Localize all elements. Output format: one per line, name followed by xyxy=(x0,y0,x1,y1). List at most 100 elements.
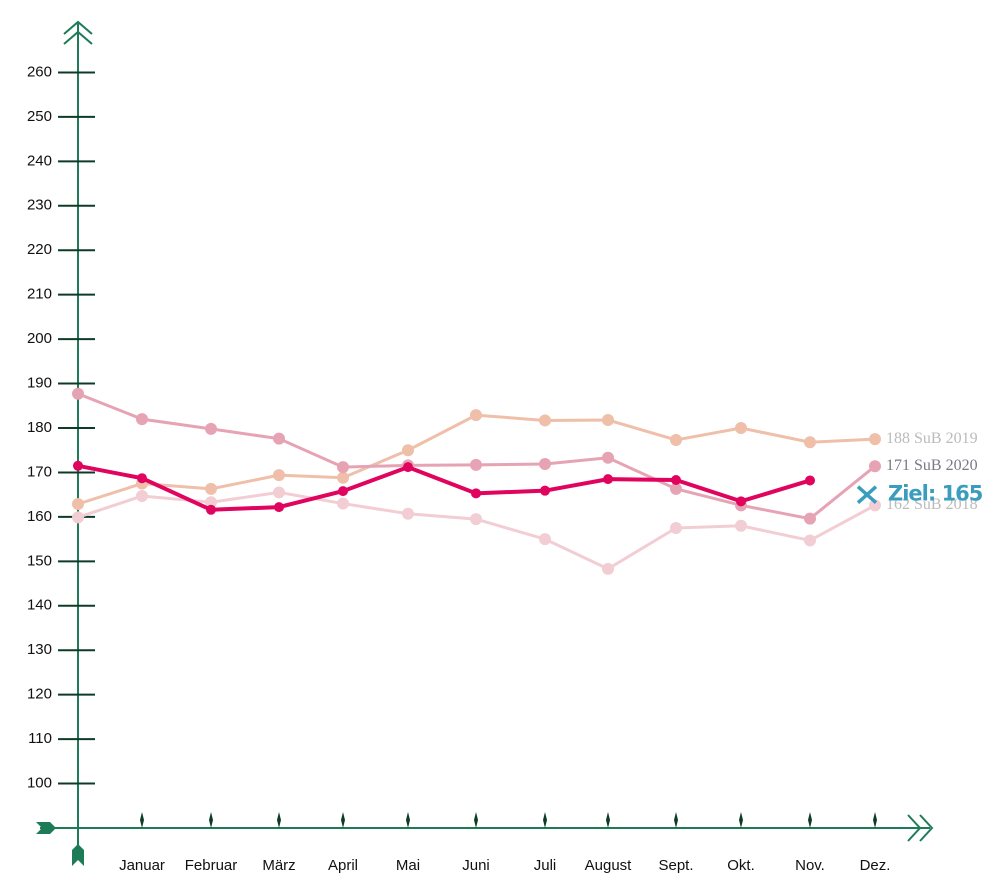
point xyxy=(338,486,348,497)
point xyxy=(72,511,84,524)
x-tick-label: Juli xyxy=(534,857,557,874)
x-tick-label: Okt. xyxy=(727,857,755,874)
point xyxy=(136,413,148,426)
y-start xyxy=(72,844,84,866)
y-arrow xyxy=(63,30,93,45)
y-tick-label: 220 xyxy=(27,241,52,258)
point xyxy=(337,497,349,510)
y-tick-label: 240 xyxy=(27,152,52,169)
point xyxy=(470,513,482,526)
target-mark xyxy=(856,485,878,504)
point xyxy=(205,482,217,495)
point xyxy=(602,414,614,426)
axes xyxy=(36,20,934,866)
series-label: 171 SuB 2020 xyxy=(886,457,978,474)
point xyxy=(804,512,816,525)
x-tick-label: Juni xyxy=(462,857,490,874)
y-arrow xyxy=(63,20,93,35)
x-tick-label: Sept. xyxy=(658,857,693,874)
point xyxy=(273,469,285,482)
y-tick-label: 180 xyxy=(27,419,52,436)
point xyxy=(470,409,482,422)
point xyxy=(337,471,349,484)
point xyxy=(539,458,551,470)
x-tick xyxy=(277,812,281,828)
y-tick-label: 160 xyxy=(27,508,52,525)
y-tick-label: 140 xyxy=(27,597,52,614)
point xyxy=(539,414,551,427)
point xyxy=(403,462,413,473)
x-tick-label: Januar xyxy=(119,857,165,874)
x-tick xyxy=(674,812,678,828)
x-tick xyxy=(140,812,144,828)
series-label: 162 SuB 2018 xyxy=(886,496,978,513)
point xyxy=(735,422,747,434)
point xyxy=(470,458,482,471)
series-line xyxy=(77,463,811,512)
point xyxy=(205,496,217,509)
point xyxy=(274,502,284,513)
point xyxy=(137,473,147,484)
point xyxy=(273,432,285,445)
x-tick xyxy=(606,812,610,828)
x-arrow xyxy=(907,814,922,842)
point xyxy=(471,488,481,499)
point xyxy=(670,434,682,446)
point xyxy=(735,519,747,532)
x-tick-label: Februar xyxy=(185,857,238,874)
series-label: 188 SuB 2019 xyxy=(886,430,978,447)
target-label: Ziel: 165 xyxy=(888,482,983,506)
x-tick-label: Dez. xyxy=(860,857,891,874)
point xyxy=(206,504,216,515)
y-tick-label: 170 xyxy=(27,463,52,480)
y-tick-label: 120 xyxy=(27,686,52,703)
y-tick-label: 230 xyxy=(27,197,52,214)
point xyxy=(804,436,816,449)
point xyxy=(402,507,414,520)
x-tick xyxy=(209,812,213,828)
point xyxy=(72,498,84,510)
point xyxy=(402,444,414,457)
point xyxy=(539,533,551,546)
y-tick-label: 210 xyxy=(27,286,52,303)
x-start xyxy=(36,822,56,834)
x-tick xyxy=(543,812,547,828)
point xyxy=(602,562,614,575)
x-tick xyxy=(474,812,478,828)
x-tick-label: Mai xyxy=(396,857,420,874)
x-tick-label: März xyxy=(262,857,295,874)
point xyxy=(205,422,217,435)
x-tick xyxy=(341,812,345,828)
y-tick-label: 130 xyxy=(27,641,52,658)
point xyxy=(869,433,881,446)
y-tick-label: 250 xyxy=(27,108,52,125)
point xyxy=(804,534,816,547)
point xyxy=(603,474,613,485)
x-tick-label: August xyxy=(585,857,633,874)
x-tick-label: April xyxy=(328,857,358,874)
point xyxy=(337,461,349,474)
point xyxy=(73,460,83,471)
x-arrow xyxy=(919,814,934,842)
x-tick xyxy=(406,812,410,828)
y-tick-label: 100 xyxy=(27,775,52,792)
point xyxy=(273,486,285,499)
point xyxy=(671,475,681,485)
point xyxy=(72,387,84,400)
point xyxy=(869,499,881,512)
point xyxy=(805,475,815,486)
point xyxy=(670,522,682,534)
x-tick-label: Nov. xyxy=(795,857,825,874)
y-tick-label: 150 xyxy=(27,552,52,569)
x-tick xyxy=(808,812,812,828)
point xyxy=(736,496,746,507)
y-tick-label: 110 xyxy=(28,730,52,747)
point xyxy=(136,490,148,502)
y-tick-label: 200 xyxy=(27,330,52,347)
point xyxy=(869,460,881,473)
point xyxy=(602,451,614,464)
y-tick-label: 190 xyxy=(27,375,52,392)
x-tick xyxy=(873,812,877,828)
point xyxy=(540,485,550,496)
